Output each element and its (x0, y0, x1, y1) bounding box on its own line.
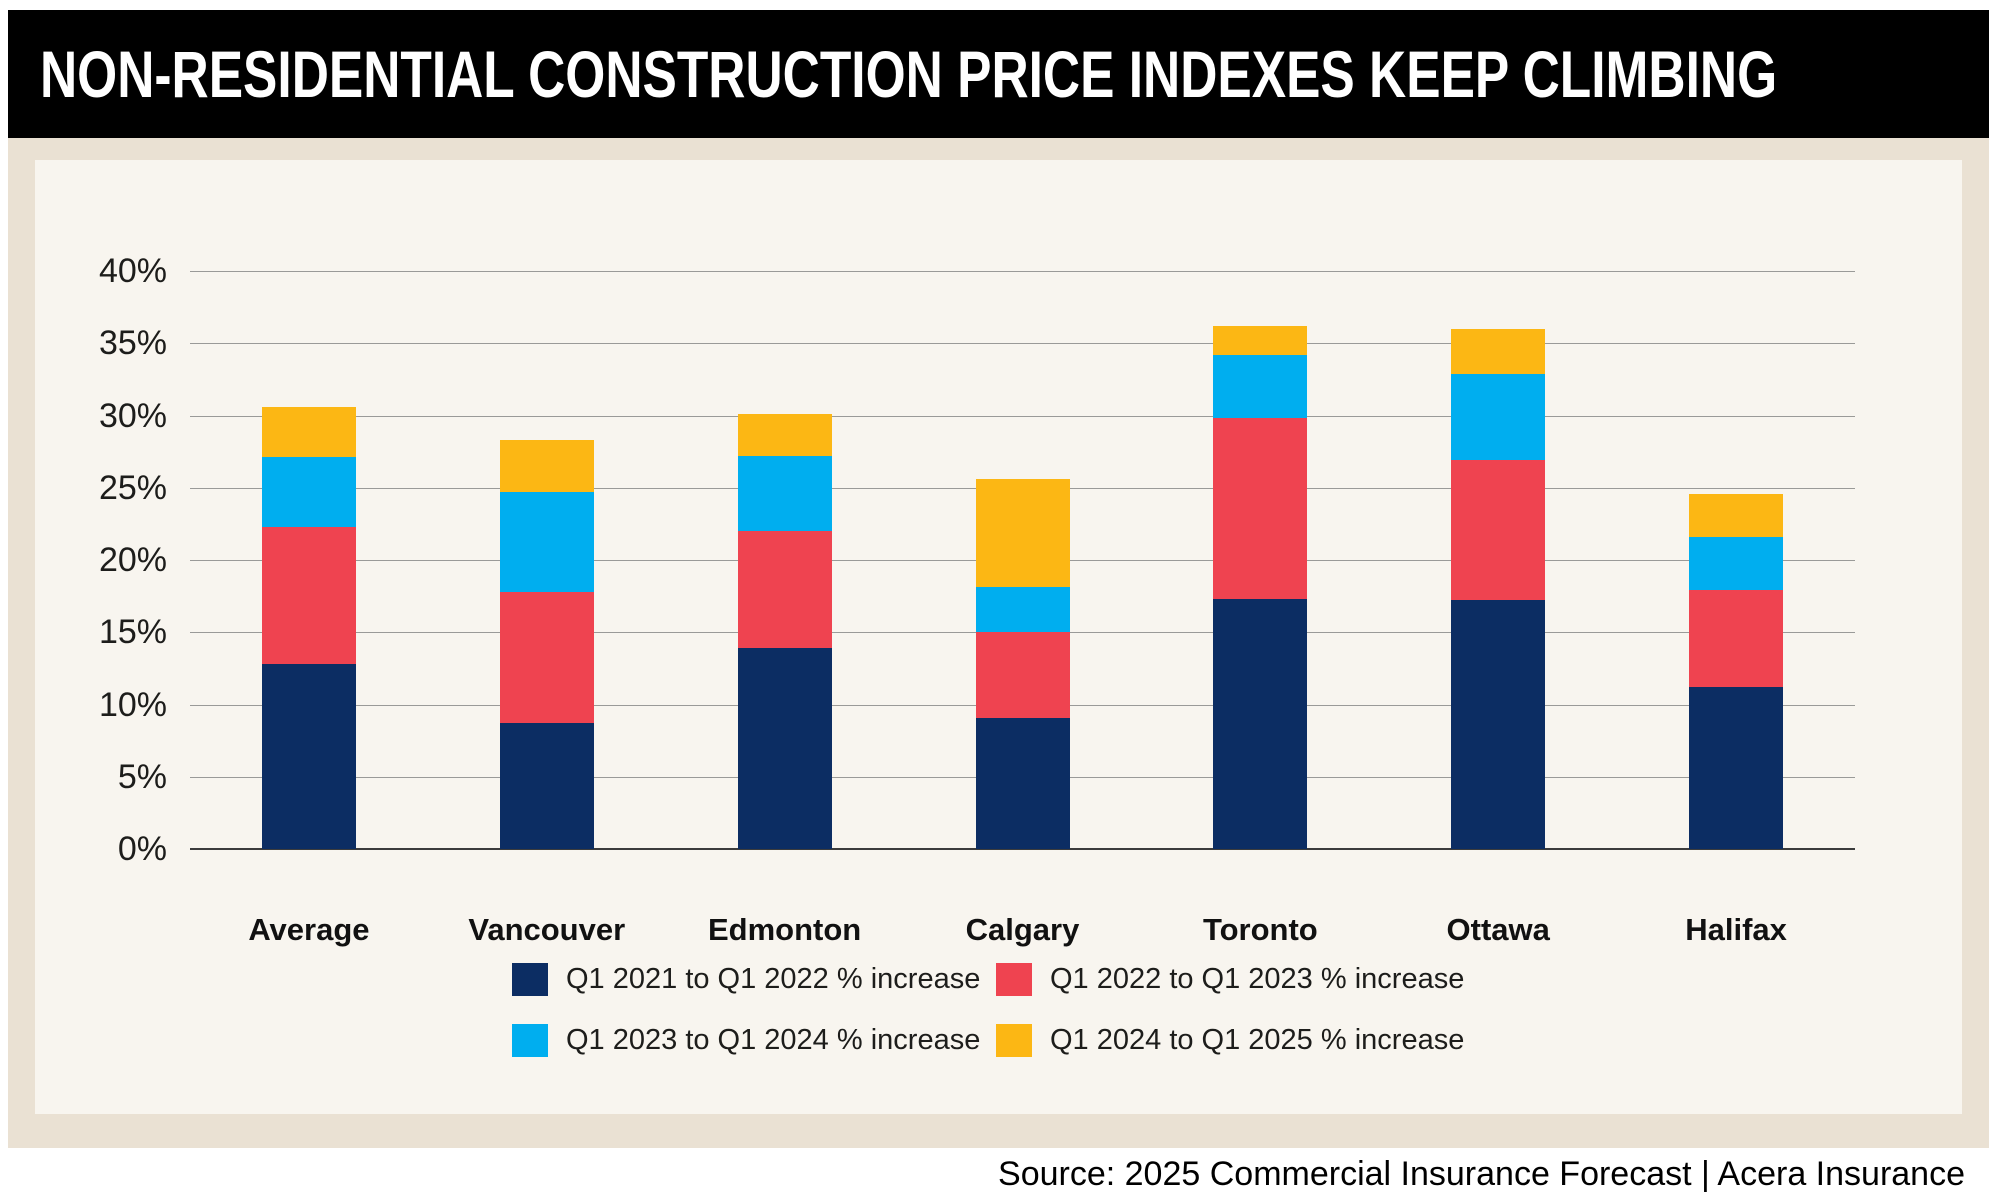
bar-segment (1451, 600, 1546, 849)
gridline-30pct (190, 415, 1855, 417)
bar-segment (499, 492, 594, 592)
stacked-bar-toronto (1213, 325, 1308, 849)
bar-segment (1689, 590, 1784, 688)
bar-segment (261, 457, 356, 527)
chart-panel: 0% 5% 10% 15% 20% 25% 30% 35% 40% Average Vancouv… (35, 160, 1962, 1114)
bar-segment (261, 406, 356, 458)
bar-segment (1451, 460, 1546, 601)
x-axis-label-halifax: Halifax (1685, 912, 1787, 947)
x-axis-label-ottawa: Ottawa (1446, 912, 1550, 947)
bar-segment (1451, 373, 1546, 461)
y-tick-label: 25% (98, 468, 167, 507)
bar-segment (1213, 418, 1308, 600)
legend-label: Q1 2024 to Q1 2025 % increase (1050, 1024, 1465, 1056)
gridline-40pct (190, 271, 1855, 272)
legend-item: Q1 2022 to Q1 2023 % increase (996, 963, 1464, 996)
bar-segment (737, 531, 832, 649)
legend-swatch (512, 1024, 548, 1057)
y-tick-label: 0% (117, 830, 167, 868)
x-axis-line (190, 848, 1855, 850)
bar-segment (975, 717, 1070, 849)
x-axis-label-calgary: Calgary (965, 912, 1080, 947)
x-axis-label-vancouver: Vancouver (468, 912, 626, 947)
bar-segment (1451, 328, 1546, 374)
bar-segment (1213, 325, 1308, 355)
y-tick-label: 30% (98, 396, 167, 435)
stacked-bar-edmonton (737, 414, 832, 849)
bar-segment (1689, 687, 1784, 849)
y-tick-label: 10% (98, 685, 167, 724)
bar-segment (1213, 599, 1308, 849)
legend-label: Q1 2023 to Q1 2024 % increase (566, 1024, 981, 1056)
stacked-bar-vancouver (499, 440, 594, 849)
x-axis-label-toronto: Toronto (1202, 912, 1318, 947)
bar-segment (737, 414, 832, 456)
stacked-bar-ottawa (1451, 328, 1546, 849)
legend-label: Q1 2021 to Q1 2022 % increase (566, 963, 981, 995)
y-tick-label: 20% (98, 541, 167, 579)
title-bar: NON-RESIDENTIAL CONSTRUCTION PRICE INDEX… (8, 10, 1989, 138)
y-tick-label: 40% (98, 252, 167, 290)
bar-segment (975, 632, 1070, 718)
bar-segment (499, 440, 594, 493)
source-attribution: Source: 2025 Commercial Insurance Foreca… (998, 1155, 1965, 1193)
bar-segment (1213, 354, 1308, 419)
legend-label: Q1 2022 to Q1 2023 % increase (1050, 963, 1465, 995)
y-tick-label: 15% (98, 613, 167, 652)
bar-segment (975, 587, 1070, 633)
bar-segment (737, 456, 832, 532)
stacked-bar-halifax (1689, 493, 1784, 849)
legend-item: Q1 2024 to Q1 2025 % increase (996, 1024, 1464, 1057)
x-axis-label-edmonton: Edmonton (708, 912, 862, 947)
legend-swatch (996, 1024, 1032, 1057)
gridline-35pct (190, 343, 1855, 345)
bar-segment (1689, 536, 1784, 591)
stacked-bar-average (261, 406, 356, 849)
bar-segment (975, 479, 1070, 588)
page-title: NON-RESIDENTIAL CONSTRUCTION PRICE INDEX… (40, 37, 1778, 111)
bar-segment (499, 723, 594, 849)
legend-item: Q1 2021 to Q1 2022 % increase (512, 963, 980, 996)
x-axis-label-average: Average (248, 912, 370, 947)
stacked-bar-calgary (975, 479, 1070, 849)
bar-segment (499, 591, 594, 724)
legend-swatch (996, 963, 1032, 996)
bar-segment (1689, 493, 1784, 537)
y-tick-label: 35% (98, 324, 167, 363)
bar-segment (261, 664, 356, 849)
y-tick-label: 5% (117, 757, 167, 796)
plot-area (190, 271, 1855, 850)
legend-swatch (512, 963, 548, 996)
legend-item: Q1 2023 to Q1 2024 % increase (512, 1024, 980, 1057)
bar-segment (737, 648, 832, 849)
bar-segment (261, 526, 356, 665)
